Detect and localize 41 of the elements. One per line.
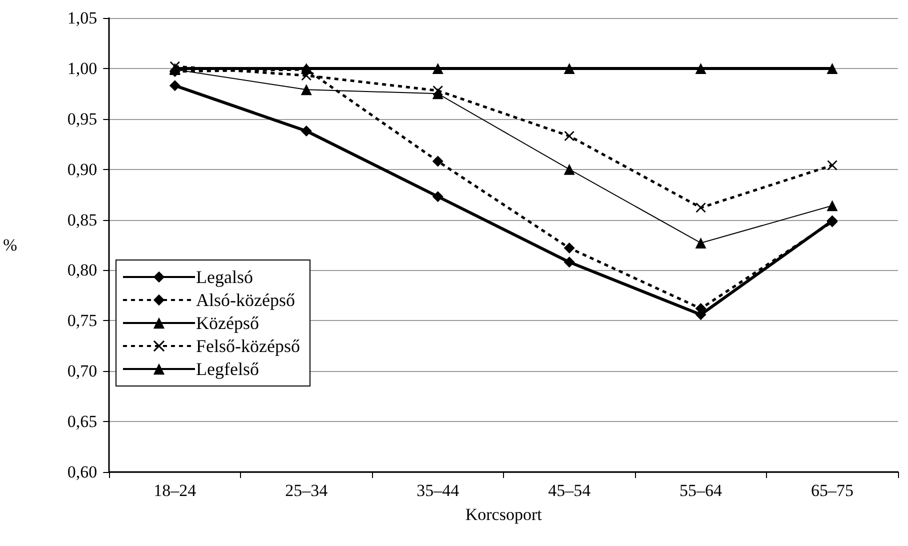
y-tick-label: 0,80 — [67, 260, 98, 280]
legend-label: Legalsó — [196, 267, 253, 287]
point — [564, 242, 575, 254]
y-axis-title: % — [2, 236, 18, 254]
point — [432, 191, 444, 202]
point — [696, 202, 706, 213]
y-tick-label: 0,65 — [67, 412, 98, 432]
x-tick-label: 35–44 — [416, 481, 460, 500]
x-tick-label: 65–75 — [811, 481, 854, 500]
y-tick-label: 1,00 — [67, 58, 98, 78]
x-axis-title: Korcsoport — [465, 505, 542, 524]
y-tick-label: 0,60 — [67, 462, 98, 482]
y-tick-label: 0,70 — [67, 362, 98, 381]
x-tick-label: 18–24 — [154, 481, 197, 500]
point — [564, 256, 575, 268]
legend-label: Legfelső — [196, 359, 259, 379]
point — [695, 62, 706, 74]
point — [300, 84, 312, 96]
point — [827, 160, 838, 170]
point — [300, 125, 312, 136]
point — [432, 156, 444, 167]
point — [564, 131, 574, 142]
y-tick-label: 1,05 — [67, 8, 98, 28]
x-tick-label: 25–34 — [285, 481, 328, 500]
point — [432, 62, 444, 74]
point — [432, 86, 443, 96]
y-tick-label: 0,95 — [67, 109, 98, 128]
y-tick-label: 0,75 — [67, 311, 98, 330]
x-tick-label: 55–64 — [680, 481, 723, 500]
legend-label: Felső-középső — [196, 336, 300, 356]
legend-label: Középső — [196, 313, 259, 333]
point — [826, 62, 838, 74]
point — [169, 80, 180, 92]
point — [564, 164, 575, 175]
x-tick-label: 45–54 — [548, 481, 592, 500]
y-tick-label: 0,90 — [67, 160, 98, 179]
y-tick-label: 0,85 — [67, 210, 98, 230]
legend-label: Alsó-középső — [196, 290, 295, 310]
point — [695, 237, 706, 248]
point — [564, 62, 575, 74]
point — [826, 200, 838, 212]
